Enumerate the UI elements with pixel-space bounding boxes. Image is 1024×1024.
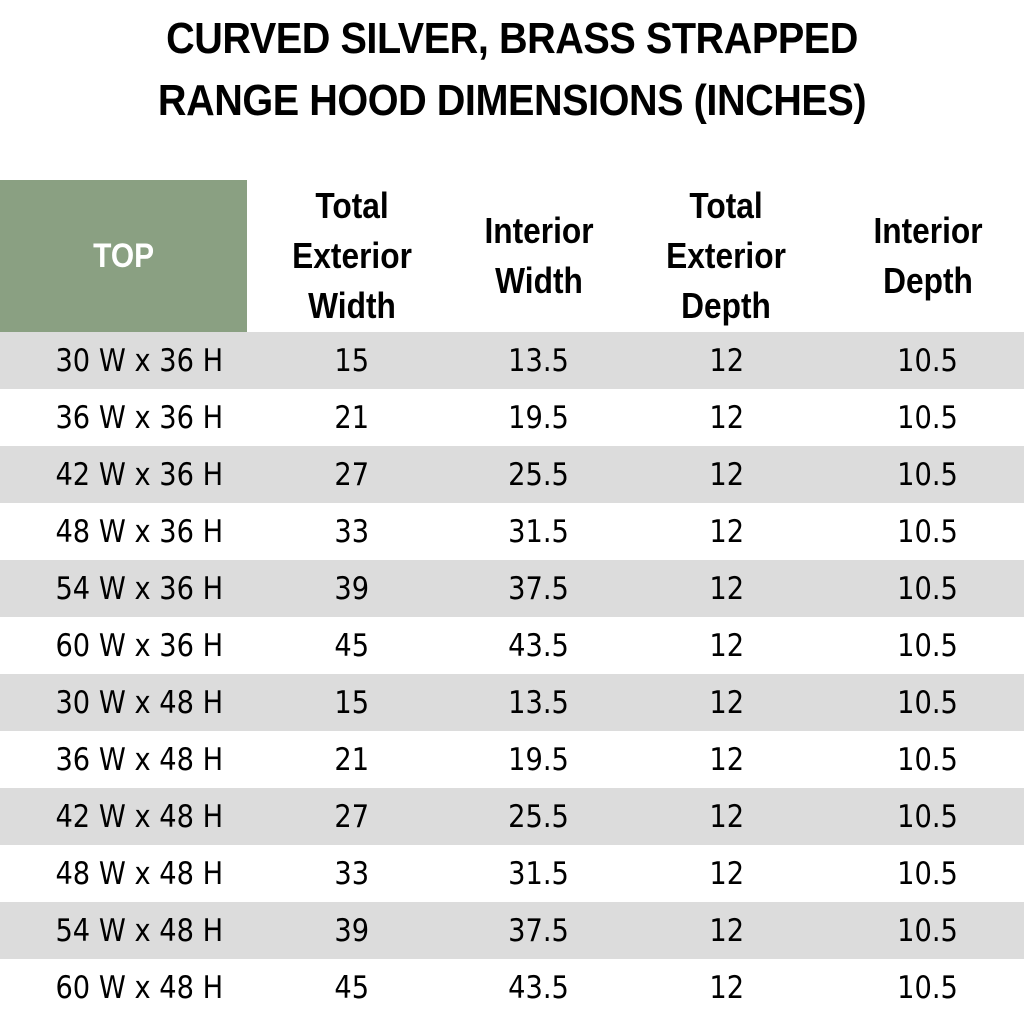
cell-top: 54 W x 36 H: [55, 570, 224, 607]
table-row: 42 W x 48 H 27 25.5 12 10.5: [0, 788, 1024, 845]
cell-total-exterior-depth: 12: [709, 399, 744, 436]
title-line-2: RANGE HOOD DIMENSIONS (INCHES): [157, 76, 867, 125]
cell-top: 36 W x 48 H: [55, 741, 224, 778]
table-row: 54 W x 36 H 39 37.5 12 10.5: [0, 560, 1024, 617]
table-row: 48 W x 48 H 33 31.5 12 10.5: [0, 845, 1024, 902]
table-row: 60 W x 36 H 45 43.5 12 10.5: [0, 617, 1024, 674]
table-row: 36 W x 36 H 21 19.5 12 10.5: [0, 389, 1024, 446]
cell-interior-depth: 10.5: [897, 684, 959, 721]
table-row: 36 W x 48 H 21 19.5 12 10.5: [0, 731, 1024, 788]
cell-top: 48 W x 48 H: [55, 855, 224, 892]
dimensions-table: TOP Total Exterior Width Interior Width …: [0, 180, 1024, 1016]
cell-interior-width: 25.5: [508, 798, 570, 835]
cell-interior-depth: 10.5: [897, 741, 959, 778]
cell-interior-width: 13.5: [508, 684, 570, 721]
cell-total-exterior-depth: 12: [709, 570, 744, 607]
cell-total-exterior-width: 27: [334, 456, 370, 493]
cell-top: 60 W x 48 H: [55, 969, 224, 1006]
cell-top: 42 W x 36 H: [55, 456, 224, 493]
cell-total-exterior-width: 15: [334, 342, 370, 379]
cell-top: 30 W x 36 H: [55, 342, 224, 379]
cell-interior-width: 43.5: [508, 969, 570, 1006]
cell-total-exterior-depth: 12: [709, 627, 744, 664]
cell-top: 54 W x 48 H: [55, 912, 224, 949]
cell-total-exterior-depth: 12: [709, 912, 744, 949]
cell-interior-width: 31.5: [508, 855, 570, 892]
cell-total-exterior-width: 27: [334, 798, 370, 835]
table-row: 30 W x 36 H 15 13.5 12 10.5: [0, 332, 1024, 389]
cell-interior-depth: 10.5: [897, 570, 959, 607]
cell-top: 42 W x 48 H: [55, 798, 224, 835]
cell-top: 48 W x 36 H: [55, 513, 224, 550]
cell-total-exterior-depth: 12: [709, 741, 744, 778]
cell-interior-width: 37.5: [508, 570, 570, 607]
cell-interior-depth: 10.5: [897, 513, 959, 550]
cell-total-exterior-depth: 12: [709, 684, 744, 721]
cell-total-exterior-depth: 12: [709, 513, 744, 550]
table-header-row: TOP Total Exterior Width Interior Width …: [0, 180, 1024, 332]
cell-interior-depth: 10.5: [897, 969, 959, 1006]
page-title: CURVED SILVER, BRASS STRAPPED RANGE HOOD…: [51, 8, 973, 132]
cell-interior-depth: 10.5: [897, 627, 959, 664]
cell-interior-width: 31.5: [508, 513, 570, 550]
table-body: 30 W x 36 H 15 13.5 12 10.5 36 W x 36 H 21 19.5…: [0, 332, 1024, 1016]
cell-total-exterior-width: 21: [334, 399, 370, 436]
cell-total-exterior-width: 15: [334, 684, 370, 721]
cell-total-exterior-depth: 12: [709, 798, 744, 835]
cell-interior-width: 19.5: [508, 399, 570, 436]
table-row: 48 W x 36 H 33 31.5 12 10.5: [0, 503, 1024, 560]
cell-interior-depth: 10.5: [897, 399, 959, 436]
title-line-1: CURVED SILVER, BRASS STRAPPED: [166, 14, 858, 63]
header-total-exterior-depth: Total Exterior Depth: [666, 185, 787, 326]
header-interior-width: Interior Width: [484, 210, 594, 301]
cell-interior-width: 19.5: [508, 741, 570, 778]
table-row: 42 W x 36 H 27 25.5 12 10.5: [0, 446, 1024, 503]
cell-top: 60 W x 36 H: [55, 627, 224, 664]
cell-interior-depth: 10.5: [897, 912, 959, 949]
cell-total-exterior-width: 33: [334, 855, 370, 892]
cell-interior-depth: 10.5: [897, 342, 959, 379]
table-row: 54 W x 48 H 39 37.5 12 10.5: [0, 902, 1024, 959]
cell-total-exterior-width: 39: [334, 912, 370, 949]
header-total-exterior-width: Total Exterior Width: [292, 185, 412, 326]
cell-interior-width: 25.5: [508, 456, 570, 493]
cell-total-exterior-width: 45: [334, 969, 370, 1006]
header-top: TOP: [0, 180, 247, 332]
cell-interior-depth: 10.5: [897, 456, 959, 493]
table-row: 60 W x 48 H 45 43.5 12 10.5: [0, 959, 1024, 1016]
table-row: 30 W x 48 H 15 13.5 12 10.5: [0, 674, 1024, 731]
cell-total-exterior-width: 45: [334, 627, 370, 664]
cell-top: 36 W x 36 H: [55, 399, 224, 436]
cell-interior-width: 43.5: [508, 627, 570, 664]
cell-top: 30 W x 48 H: [55, 684, 224, 721]
cell-interior-depth: 10.5: [897, 798, 959, 835]
cell-total-exterior-width: 39: [334, 570, 370, 607]
cell-total-exterior-depth: 12: [709, 342, 744, 379]
cell-total-exterior-depth: 12: [709, 855, 744, 892]
cell-total-exterior-width: 21: [334, 741, 370, 778]
cell-total-exterior-depth: 12: [709, 969, 744, 1006]
cell-interior-width: 37.5: [508, 912, 570, 949]
cell-total-exterior-width: 33: [334, 513, 370, 550]
cell-interior-width: 13.5: [508, 342, 570, 379]
cell-interior-depth: 10.5: [897, 855, 959, 892]
cell-total-exterior-depth: 12: [709, 456, 744, 493]
header-interior-depth: Interior Depth: [873, 210, 983, 301]
